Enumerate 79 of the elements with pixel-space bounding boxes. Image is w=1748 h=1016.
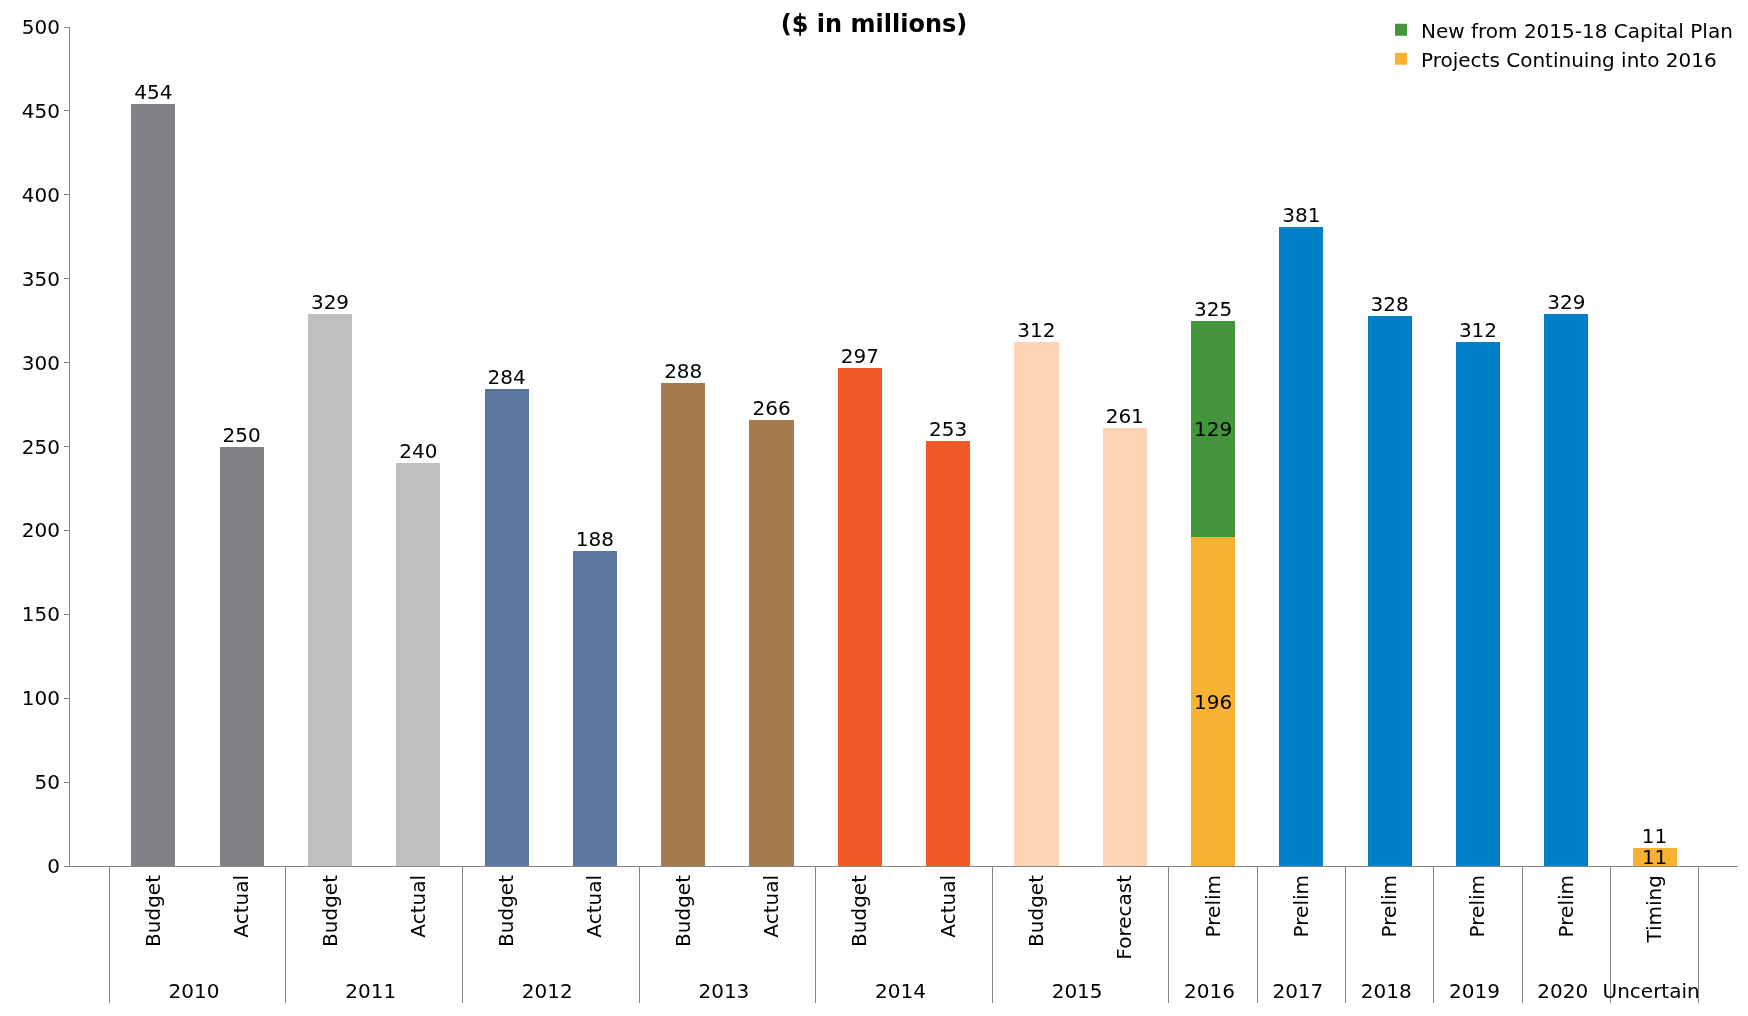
total-label: 328 (1370, 291, 1409, 316)
y-tick-label: 350 (21, 266, 60, 291)
y-tick-label: 250 (21, 434, 60, 459)
total-label: 325 (1193, 296, 1233, 321)
total-label: 297 (840, 343, 879, 368)
category-label: Actual (229, 875, 254, 938)
category-label: Prelim (1200, 875, 1225, 938)
total-label: 266 (752, 395, 791, 420)
category-label: Budget (1023, 875, 1048, 947)
total-label: 250 (222, 422, 261, 447)
bar (1014, 342, 1059, 866)
category-label: Forecast (1112, 875, 1137, 960)
category-label: 2017 (1272, 978, 1324, 1003)
category-label: 2018 (1360, 978, 1412, 1003)
y-tick-label: 200 (21, 518, 60, 543)
category-label: Budget (847, 875, 872, 947)
total-label: 188 (575, 526, 615, 551)
chart-title: ($ in millions) (780, 10, 968, 39)
bar (1190, 320, 1236, 538)
bar (1544, 313, 1589, 866)
bar (661, 382, 706, 866)
total-label: 312 (1017, 318, 1056, 343)
legend-label: Projects Continuing into 2016 (1421, 47, 1717, 72)
legend-label: New from 2015-18 Capital Plan (1421, 18, 1733, 43)
category-label: Budget (670, 875, 695, 947)
category-label: 2011 (345, 978, 397, 1003)
category-label: 2014 (875, 978, 926, 1003)
data-label: 196 (1193, 689, 1233, 714)
total-label: 312 (1458, 318, 1498, 343)
bar (1279, 226, 1324, 866)
bar (307, 313, 353, 866)
bar (749, 419, 794, 866)
bar (1367, 315, 1412, 866)
y-tick-label: 100 (21, 686, 60, 711)
y-tick-label: 450 (21, 98, 60, 123)
total-label: 253 (929, 417, 968, 442)
total-label: 329 (310, 289, 350, 314)
data-label: 129 (1193, 416, 1233, 441)
y-tick-label: 150 (21, 602, 60, 627)
category-label: Uncertain (1602, 978, 1700, 1003)
bar (837, 367, 882, 866)
category-label: Actual (759, 875, 784, 938)
total-label: 454 (134, 80, 173, 105)
category-label: 2010 (168, 978, 220, 1003)
total-label: 240 (399, 439, 438, 464)
category-label: Prelim (1377, 875, 1402, 938)
category-label: Budget (494, 875, 519, 947)
category-label: Actual (935, 875, 960, 938)
category-label: 2020 (1537, 978, 1589, 1003)
bar (572, 550, 618, 866)
y-tick-label: 300 (21, 350, 60, 375)
bar (1102, 428, 1147, 866)
y-tick-label: 500 (21, 15, 60, 39)
category-label: Prelim (1553, 875, 1578, 938)
bar (1190, 537, 1236, 866)
category-label: Prelim (1465, 875, 1490, 938)
category-label: 2019 (1449, 978, 1500, 1003)
total-label: 261 (1105, 404, 1144, 429)
bar (484, 389, 529, 866)
category-label: Budget (317, 875, 342, 947)
y-tick-label: 400 (21, 182, 60, 207)
bar (926, 441, 971, 866)
total-label: 381 (1282, 202, 1321, 227)
category-label: 2015 (1051, 978, 1103, 1003)
bar (396, 463, 441, 866)
category-label: 2012 (521, 978, 573, 1003)
category-label: 2013 (698, 978, 750, 1003)
category-label: Budget (140, 875, 165, 947)
total-label: 288 (664, 358, 703, 383)
total-label: 284 (487, 365, 526, 390)
y-tick-label: 0 (47, 854, 60, 878)
total-label: 329 (1547, 289, 1586, 314)
category-label: Timing (1642, 875, 1667, 943)
y-tick-label: 50 (34, 770, 60, 795)
category-label: 2016 (1184, 978, 1236, 1003)
bar (1455, 342, 1501, 866)
category-label: Prelim (1288, 875, 1313, 938)
category-label: Actual (582, 875, 607, 938)
category-label: Actual (405, 875, 430, 938)
